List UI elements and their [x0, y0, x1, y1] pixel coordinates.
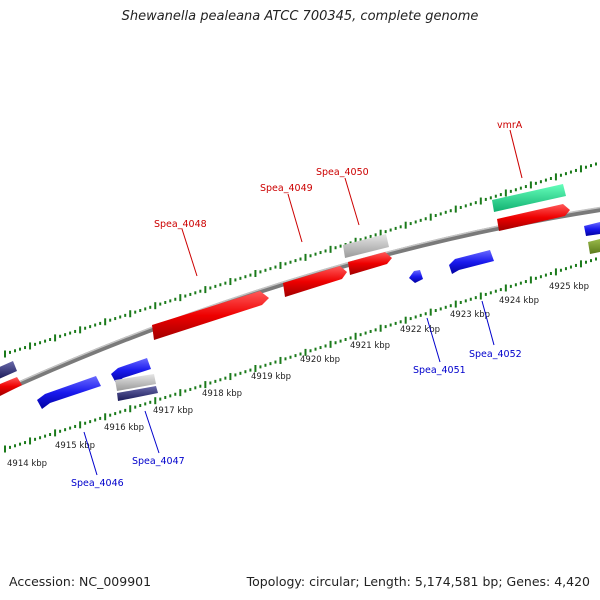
- gene-label-vmra[interactable]: vmrA: [497, 120, 523, 131]
- scale-label: 4914 kbp: [7, 459, 47, 469]
- gene-arrow-spea-4050[interactable]: [348, 252, 392, 275]
- gene-label-spea-4046[interactable]: Spea_4046: [71, 478, 124, 489]
- scale-label: 4918 kbp: [202, 389, 242, 399]
- gene-rna-vmra[interactable]: [492, 184, 566, 212]
- gene-label-spea-4047[interactable]: Spea_4047: [132, 456, 185, 467]
- accession-text: Accession: NC_009901: [9, 574, 152, 589]
- gene-label-spea-4052[interactable]: Spea_4052: [469, 349, 522, 360]
- scale-label: 4923 kbp: [450, 310, 490, 320]
- reverse-tick-track: [4, 257, 597, 453]
- gene-grey-spea-4050[interactable]: [343, 234, 389, 258]
- gene-arrow-partial-blue-right[interactable]: [584, 222, 600, 236]
- scale-label: 4924 kbp: [499, 296, 539, 306]
- gene-label-spea-4048[interactable]: Spea_4048: [154, 219, 207, 230]
- gene-features: [0, 184, 600, 409]
- gene-dark-spea-4047[interactable]: [117, 386, 158, 401]
- gene-arrow-spea-4048[interactable]: [152, 291, 269, 340]
- gene-arrow-spea-4051[interactable]: [409, 270, 423, 283]
- scale-labels: 4914 kbp 4915 kbp 4916 kbp 4917 kbp 4918…: [7, 282, 589, 469]
- gene-arrow-spea-4052[interactable]: [449, 250, 494, 274]
- scale-label: 4917 kbp: [153, 406, 193, 416]
- gene-label-spea-4050[interactable]: Spea_4050: [316, 167, 369, 178]
- gene-arrow-spea-4046[interactable]: [37, 376, 101, 409]
- map-title: Shewanella pealeana ATCC 700345, complet…: [121, 9, 479, 24]
- gene-grey-spea-4047[interactable]: [115, 374, 156, 391]
- gene-arrow-partial-olive-right[interactable]: [588, 239, 600, 254]
- scale-label: 4919 kbp: [251, 372, 291, 382]
- scale-label: 4922 kbp: [400, 325, 440, 335]
- gene-label-spea-4049[interactable]: Spea_4049: [260, 183, 313, 194]
- genome-stats-text: Topology: circular; Length: 5,174,581 bp…: [246, 574, 590, 589]
- gene-label-spea-4051[interactable]: Spea_4051: [413, 365, 466, 376]
- scale-label: 4925 kbp: [549, 282, 589, 292]
- scale-label: 4915 kbp: [55, 441, 95, 451]
- scale-label: 4921 kbp: [350, 341, 390, 351]
- gene-arrow-partial-dark[interactable]: [0, 361, 17, 379]
- gene-labels: Spea_4048 Spea_4049 Spea_4050 vmrA Spea_…: [71, 120, 523, 489]
- gene-arrow-vmra[interactable]: [497, 204, 570, 231]
- scale-label: 4916 kbp: [104, 423, 144, 433]
- gene-arrow-spea-4049[interactable]: [283, 266, 347, 297]
- scale-label: 4920 kbp: [300, 355, 340, 365]
- gene-arrow-partial-red[interactable]: [0, 377, 22, 396]
- gene-arrow-spea-4047[interactable]: [111, 358, 151, 383]
